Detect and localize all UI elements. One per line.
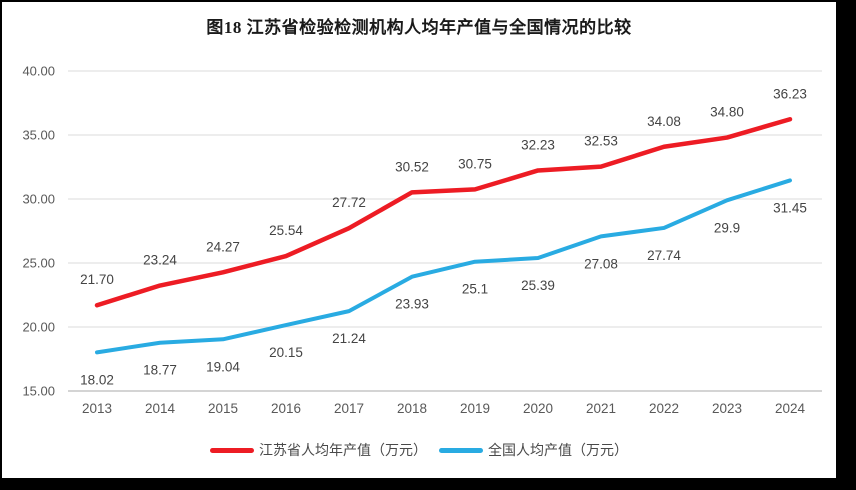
data-point-label: 34.80 bbox=[710, 105, 744, 120]
national-line-swatch bbox=[439, 447, 483, 453]
legend-label-jiangsu: 江苏省人均年产值（万元） bbox=[259, 442, 427, 458]
data-point-label: 20.15 bbox=[269, 345, 303, 360]
y-tick-label: 40.00 bbox=[22, 64, 55, 79]
data-point-label: 21.70 bbox=[80, 272, 114, 287]
data-point-label: 27.72 bbox=[332, 195, 366, 210]
x-tick-label: 2016 bbox=[271, 401, 301, 416]
legend-item-national: 全国人均产值（万元） bbox=[439, 440, 628, 460]
y-tick-label: 15.00 bbox=[22, 384, 55, 399]
jiangsu-line-swatch bbox=[210, 447, 254, 453]
y-tick-label: 30.00 bbox=[22, 192, 55, 207]
data-point-label: 32.23 bbox=[521, 137, 555, 152]
x-tick-label: 2015 bbox=[208, 401, 238, 416]
data-point-label: 27.74 bbox=[647, 248, 681, 263]
data-point-label: 30.52 bbox=[395, 159, 429, 174]
data-point-label: 21.24 bbox=[332, 331, 366, 346]
jiangsu-series-line bbox=[94, 117, 793, 308]
data-point-label: 18.02 bbox=[80, 372, 114, 387]
x-tick-label: 2013 bbox=[82, 401, 112, 416]
y-tick-label: 35.00 bbox=[22, 128, 55, 143]
data-point-label: 25.1 bbox=[462, 282, 488, 297]
data-point-label: 27.08 bbox=[584, 256, 618, 271]
data-point-label: 36.23 bbox=[773, 86, 807, 101]
y-tick-label: 25.00 bbox=[22, 256, 55, 271]
x-tick-label: 2021 bbox=[586, 401, 616, 416]
chart-title: 图18 江苏省检验检测机构人均年产值与全国情况的比较 bbox=[206, 18, 632, 37]
data-point-label: 29.9 bbox=[714, 220, 740, 235]
data-point-label: 23.24 bbox=[143, 253, 177, 268]
y-tick-label: 20.00 bbox=[22, 320, 55, 335]
data-point-label: 30.75 bbox=[458, 156, 492, 171]
legend-label-national: 全国人均产值（万元） bbox=[488, 442, 628, 458]
data-point-label: 23.93 bbox=[395, 297, 429, 312]
legend: 江苏省人均年产值（万元） 全国人均产值（万元） bbox=[2, 441, 836, 459]
x-tick-label: 2019 bbox=[460, 401, 490, 416]
legend-item-jiangsu: 江苏省人均年产值（万元） bbox=[210, 440, 427, 460]
data-point-label: 25.39 bbox=[521, 278, 555, 293]
line-chart: 15.00 20.00 25.00 30.00 35.00 40.00 2013 2014 20… bbox=[22, 64, 822, 416]
x-tick-label: 2018 bbox=[397, 401, 427, 416]
data-point-label: 18.77 bbox=[143, 363, 177, 378]
x-tick-label: 2023 bbox=[712, 401, 742, 416]
data-point-label: 34.08 bbox=[647, 114, 681, 129]
x-tick-label: 2020 bbox=[523, 401, 553, 416]
data-point-label: 19.04 bbox=[206, 359, 240, 374]
x-tick-label: 2017 bbox=[334, 401, 364, 416]
x-tick-label: 2014 bbox=[145, 401, 176, 416]
national-series-line bbox=[95, 178, 792, 355]
data-point-label: 32.53 bbox=[584, 134, 618, 149]
chart-panel: 图18 江苏省检验检测机构人均年产值与全国情况的比较 15.00 20.00 25.… bbox=[2, 2, 836, 478]
data-point-label: 25.54 bbox=[269, 223, 303, 238]
x-tick-label: 2022 bbox=[649, 401, 679, 416]
data-point-label: 24.27 bbox=[206, 239, 240, 254]
x-tick-label: 2024 bbox=[775, 401, 806, 416]
data-point-label: 31.45 bbox=[773, 200, 807, 215]
